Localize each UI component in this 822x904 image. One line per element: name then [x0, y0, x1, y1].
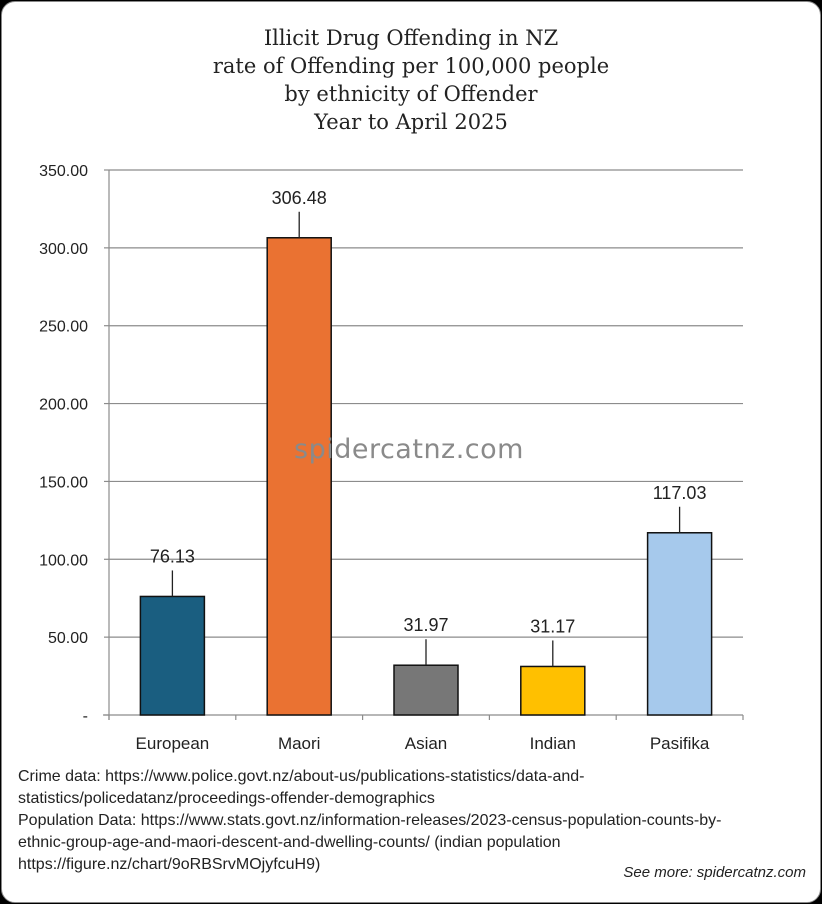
y-tick-label: 100.00	[39, 552, 88, 569]
title-line-2: rate of Offending per 100,000 people	[212, 54, 610, 78]
chart-title: Illicit Drug Offending in NZ rate of Off…	[2, 24, 820, 136]
y-tick-label: 200.00	[39, 397, 88, 414]
data-label: 31.17	[530, 616, 575, 636]
source-line-2: statistics/policedatanz/proceedings-offe…	[18, 790, 435, 807]
y-tick-label: 300.00	[39, 241, 88, 258]
source-line-4: ethnic-group-age-and-maori-descent-and-d…	[18, 834, 561, 851]
source-notes: Crime data: https://www.police.govt.nz/a…	[18, 766, 813, 876]
bar-chart: - 50.00 100.00 150.00 200.00 250.00 300.00 350.…	[39, 163, 744, 753]
title-line-4: Year to April 2025	[314, 110, 508, 134]
source-line-1: Crime data: https://www.police.govt.nz/a…	[18, 768, 585, 785]
watermark: spidercatnz.com	[294, 434, 524, 465]
title-line-1: Illicit Drug Offending in NZ	[263, 26, 559, 50]
data-label: 31.97	[403, 615, 448, 635]
source-line-3: Population Data: https://www.stats.govt.…	[18, 812, 722, 829]
see-more-link: See more: spidercatnz.com	[623, 864, 806, 881]
category-label: Pasifika	[650, 734, 710, 753]
bar-asian	[393, 664, 459, 716]
category-label: European	[136, 734, 210, 753]
y-tick-label: 250.00	[39, 319, 88, 336]
data-label: 306.48	[272, 188, 327, 208]
y-tick-label: 350.00	[39, 163, 88, 180]
category-label: Asian	[405, 734, 448, 753]
bar-indian	[520, 665, 586, 716]
category-label: Maori	[278, 734, 321, 753]
source-line-5: https://figure.nz/chart/9oRBSrvMOjyfcuH9…	[18, 856, 321, 873]
data-label: 117.03	[653, 483, 707, 503]
bar-european	[139, 595, 206, 716]
y-tick-label: 50.00	[48, 630, 88, 647]
y-tick-label: 150.00	[39, 474, 88, 491]
bar-maori	[266, 237, 332, 716]
title-line-3: by ethnicity of Offender	[284, 82, 538, 106]
y-tick-label: -	[83, 708, 88, 725]
category-label: Indian	[530, 734, 576, 753]
data-label: 76.13	[150, 546, 195, 566]
bar-pasifika	[646, 532, 713, 716]
